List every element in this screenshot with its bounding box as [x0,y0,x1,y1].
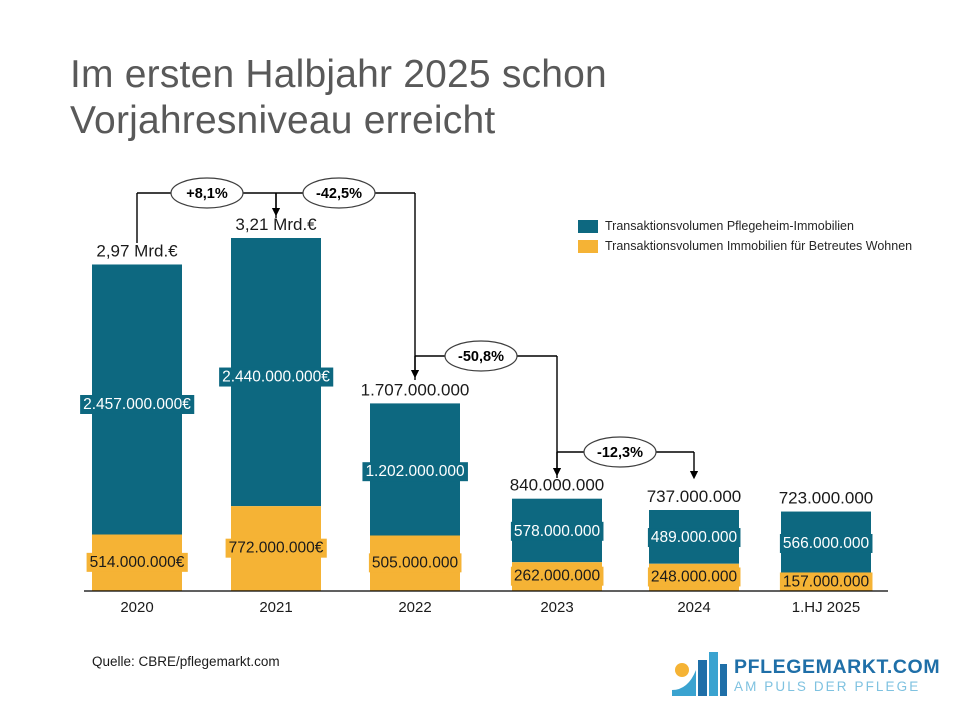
annotation-badges-layer: +8,1% -42,5% -50,8% -12,3% [170,177,657,468]
category-label-2023: 2023 [540,599,573,616]
logo-name: PFLEGEMARKT.COM [734,656,941,678]
logo-text-block: PFLEGEMARKT.COM AM PULS DER PFLEGE [734,656,940,695]
segment-label-betreutes-wohnen-2023: 262.000.000 [514,568,601,585]
axis-layer: 2020 2021 2022 2023 2024 1.HJ 2025 [84,590,888,616]
logo-bar-2 [709,652,718,696]
segment-label-pflegeheim-1.HJ 2025: 566.000.000 [783,535,870,552]
legend-item-pflegeheim: Transaktionsvolumen Pflegeheim-Immobilie… [578,217,958,235]
segment-label-bg-betreutes-wohnen-2021 [225,538,327,558]
logo-hill-shape [672,670,696,696]
logo-mark-icon [672,652,727,696]
page-title: Im ersten Halbjahr 2025 schon Vorjahresn… [70,53,607,142]
chart-legend: Transaktionsvolumen Pflegeheim-Immobilie… [578,217,958,257]
annotation-badge-label--50,8%: -50,8% [458,349,504,365]
legend-label-pflegeheim: Transaktionsvolumen Pflegeheim-Immobilie… [605,219,854,233]
segment-label-pflegeheim-2024: 489.000.000 [651,529,738,546]
category-label-1.HJ 2025: 1.HJ 2025 [792,599,860,616]
logo-tagline: AM PULS DER PFLEGE [734,679,921,694]
legend-swatch-betreutes-wohnen [578,239,598,253]
segment-label-betreutes-wohnen-2021: 772.000.000€ [229,540,324,557]
segment-label-betreutes-wohnen-2022: 505.000.000 [372,554,459,571]
segment-label-betreutes-wohnen-2024: 248.000.000 [651,568,738,585]
segment-label-betreutes-wohnen-1.HJ 2025: 157.000.000 [783,573,870,590]
segment-label-bg-betreutes-wohnen-2023 [510,566,604,586]
segment-label-bg-pflegeheim-1.HJ 2025 [779,533,873,553]
segment-label-bg-pflegeheim-2021 [219,367,334,387]
segment-label-bg-pflegeheim-2020 [80,394,195,414]
value-labels-layer: 2,97 Mrd.€ 2.457.000.000€ 514.000.000€ 3,21… [83,215,873,590]
annotation-badge--42,5% [302,177,376,209]
annotation-badge-label--12,3%: -12,3% [597,445,643,461]
bar-total-label-2024: 737.000.000 [647,487,742,506]
bar-total-label-2021: 3,21 Mrd.€ [235,215,317,234]
legend-swatch-pflegeheim [578,219,598,233]
segment-label-bg-betreutes-wohnen-2022 [368,553,462,573]
bar-total-label-2023: 840.000.000 [510,476,605,495]
annotation-badge--12,3% [583,436,657,468]
legend-item-betreutes-wohnen: Transaktionsvolumen Immobilien für Betre… [578,237,958,255]
segment-label-bg-pflegeheim-2023 [510,521,604,541]
segment-label-bg-betreutes-wohnen-2020 [86,552,188,572]
segment-label-bg-pflegeheim-2024 [647,528,741,548]
segment-label-betreutes-wohnen-2020: 514.000.000€ [90,554,185,571]
segment-label-pflegeheim-2023: 578.000.000 [514,523,601,540]
annotation-connectors-layer [136,192,699,480]
bar-total-label-1.HJ 2025: 723.000.000 [779,489,874,508]
bar-total-label-2020: 2,97 Mrd.€ [96,241,178,260]
bars-layer [80,238,873,592]
segment-label-pflegeheim-2020: 2.457.000.000€ [83,396,191,413]
segment-label-bg-pflegeheim-2022 [362,462,468,482]
logo-sun-icon [675,663,689,677]
segment-label-pflegeheim-2021: 2.440.000.000€ [222,369,330,386]
source-note: Quelle: CBRE/pflegemarkt.com [92,654,280,669]
segment-label-bg-betreutes-wohnen-1.HJ 2025 [779,572,873,592]
annotation-badge-+8,1% [170,177,244,209]
bar-total-label-2022: 1.707.000.000 [361,380,470,399]
category-label-2021: 2021 [259,599,292,616]
category-label-2022: 2022 [398,599,431,616]
pflegemarkt-logo: PFLEGEMARKT.COM AM PULS DER PFLEGE [672,650,940,710]
annotation-badge-label--42,5%: -42,5% [316,186,362,202]
segment-label-bg-betreutes-wohnen-2024 [647,567,741,587]
category-label-2024: 2024 [677,599,710,616]
annotation-badge--50,8% [444,340,518,372]
legend-label-betreutes-wohnen: Transaktionsvolumen Immobilien für Betre… [605,239,913,253]
logo-bar-3 [720,664,727,696]
logo-bar-1 [698,660,707,696]
segment-label-pflegeheim-2022: 1.202.000.000 [365,463,465,480]
category-label-2020: 2020 [120,599,153,616]
annotation-badge-label-+8,1%: +8,1% [186,186,228,202]
